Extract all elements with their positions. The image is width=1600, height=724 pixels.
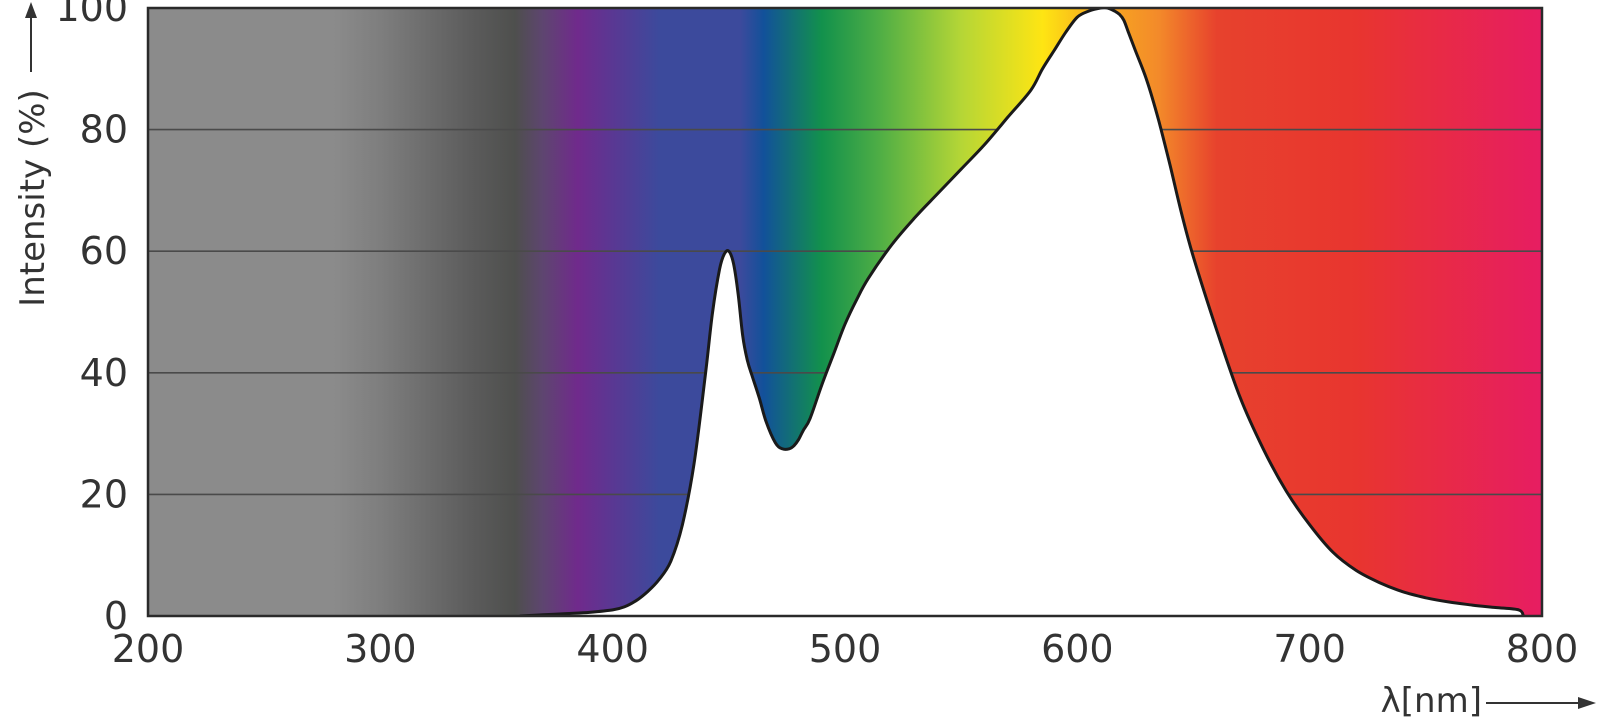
x-tick-label-400: 400 — [576, 627, 649, 671]
y-tick-label-100: 100 — [55, 0, 128, 30]
x-axis-label: λ[nm] — [1381, 681, 1482, 721]
y-tick-label-0: 0 — [104, 594, 128, 638]
x-tick-label-600: 600 — [1041, 627, 1114, 671]
x-tick-label-800: 800 — [1506, 627, 1579, 671]
x-axis-tick-labels: 200 300 400 500 600 700 800 — [112, 627, 1579, 671]
x-tick-label-700: 700 — [1273, 627, 1346, 671]
y-axis-tick-labels: 0 20 40 60 80 100 — [55, 0, 128, 638]
x-tick-label-300: 300 — [344, 627, 417, 671]
intensity-curve — [519, 8, 1525, 616]
x-tick-label-200: 200 — [112, 627, 185, 671]
y-tick-label-40: 40 — [80, 351, 128, 395]
x-axis-arrow-head — [1578, 697, 1596, 709]
x-axis-title: λ[nm] — [1381, 681, 1596, 721]
y-axis-label: Intensity (%) — [13, 89, 53, 307]
spectrum-area-fill — [519, 8, 1524, 616]
x-tick-label-500: 500 — [809, 627, 882, 671]
y-tick-label-80: 80 — [80, 108, 128, 152]
y-axis-title: Intensity (%) — [13, 2, 53, 307]
y-axis-arrow-head — [25, 2, 37, 18]
y-tick-label-60: 60 — [80, 229, 128, 273]
y-tick-label-20: 20 — [80, 472, 128, 516]
plot-frame — [146, 6, 1544, 618]
